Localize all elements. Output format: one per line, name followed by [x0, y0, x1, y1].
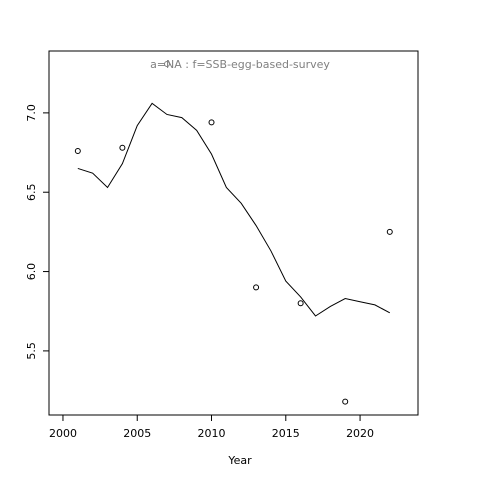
x-tick-label: 2005 [123, 427, 151, 440]
y-tick-label: 7.0 [25, 104, 38, 122]
y-tick-label: 6.5 [25, 183, 38, 201]
point [342, 398, 349, 405]
point [119, 144, 126, 151]
point [386, 228, 393, 235]
point [253, 284, 260, 291]
y-tick-label: 6.0 [25, 263, 38, 281]
point [208, 119, 215, 126]
title-symbol [164, 61, 170, 67]
chart-title: a=NA : f=SSB-egg-based-survey [150, 58, 330, 71]
point [74, 147, 81, 154]
line [77, 102, 391, 317]
plot-frame [48, 50, 419, 416]
x-tick-label: 2000 [49, 427, 77, 440]
y-tick-label: 5.5 [25, 342, 38, 360]
x-tick-label: 2020 [346, 427, 374, 440]
x-tick-label: 2010 [198, 427, 226, 440]
x-tick-label: 2015 [272, 427, 300, 440]
x-axis-label: Year [227, 454, 252, 467]
point [297, 300, 304, 307]
